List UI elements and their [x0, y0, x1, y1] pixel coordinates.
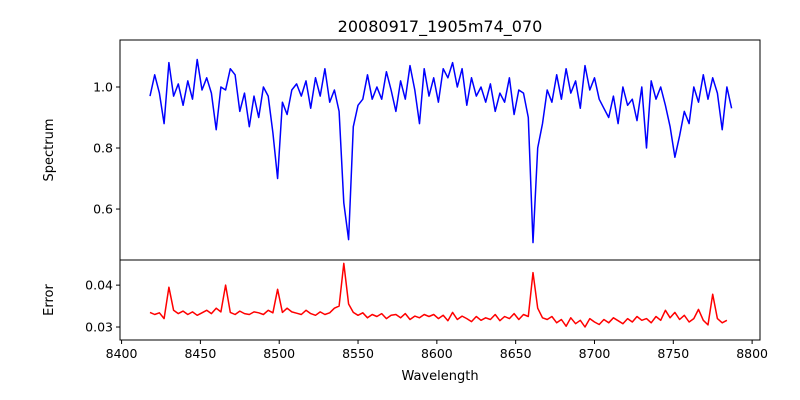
spectrum-line: [149, 58, 733, 244]
error-line: [149, 262, 728, 328]
spectrum-axes-frame: [119, 39, 761, 261]
x-tick-label: 8800: [736, 346, 768, 361]
y-axis-label-error: Error: [42, 284, 57, 316]
x-tick-label: 8650: [500, 346, 532, 361]
x-tick-label: 8550: [342, 346, 374, 361]
y-axis-label-spectrum: Spectrum: [42, 119, 57, 182]
error-axes-frame: [119, 259, 761, 341]
x-tick-label: 8450: [184, 346, 216, 361]
x-tick-label: 8400: [106, 346, 138, 361]
x-axis-label: Wavelength: [401, 369, 478, 384]
y-tick-label: 0.8: [93, 141, 113, 156]
x-tick-label: 8500: [263, 346, 295, 361]
x-tick-label: 8600: [421, 346, 453, 361]
y-tick-label: 1.0: [93, 79, 113, 94]
y-tick-label: 0.6: [93, 202, 113, 217]
y-tick-label: 0.03: [85, 320, 113, 335]
chart-title: 20080917_1905m74_070: [338, 17, 543, 37]
y-tick-label: 0.04: [85, 278, 113, 293]
x-tick-label: 8750: [657, 346, 689, 361]
x-tick-label: 8700: [579, 346, 611, 361]
